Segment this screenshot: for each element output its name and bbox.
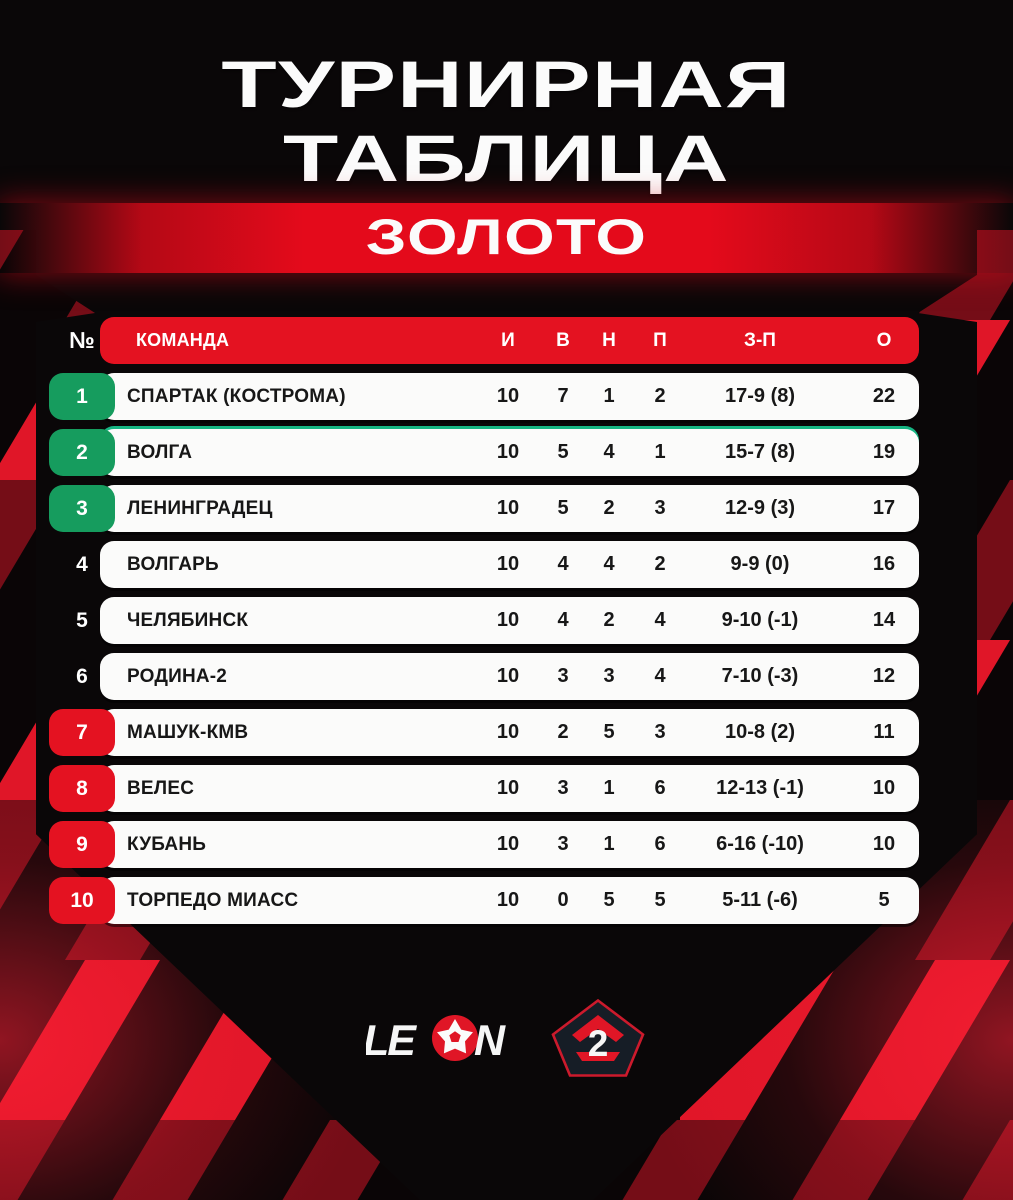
svg-text:N: N: [474, 1017, 506, 1064]
svg-text:LE: LE: [366, 1017, 417, 1064]
svg-text:2: 2: [588, 1023, 609, 1064]
